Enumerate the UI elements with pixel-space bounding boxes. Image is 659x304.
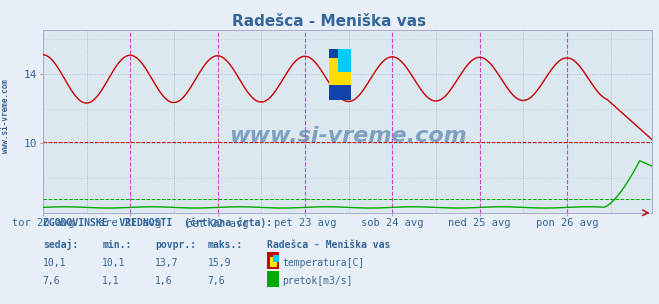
Text: povpr.:: povpr.: — [155, 240, 196, 250]
Text: 7,6: 7,6 — [208, 276, 225, 286]
Text: Radešca - Meniška vas: Radešca - Meniška vas — [267, 240, 390, 250]
Text: Radešca - Meniška vas: Radešca - Meniška vas — [233, 14, 426, 29]
Text: 1,6: 1,6 — [155, 276, 173, 286]
Text: ZGODOVINSKE  VREDNOSTI  (črtkana črta):: ZGODOVINSKE VREDNOSTI (črtkana črta): — [43, 218, 272, 229]
Bar — [267, 252, 279, 269]
Text: temperatura[C]: temperatura[C] — [282, 258, 364, 268]
Text: maks.:: maks.: — [208, 240, 243, 250]
Text: 7,6: 7,6 — [43, 276, 61, 286]
Text: www.si-vreme.com: www.si-vreme.com — [1, 78, 10, 153]
Bar — [330, 49, 351, 100]
Text: 15,9: 15,9 — [208, 258, 231, 268]
Bar — [273, 255, 279, 262]
Text: 10,1: 10,1 — [43, 258, 67, 268]
Text: pretok[m3/s]: pretok[m3/s] — [282, 276, 353, 286]
Text: 1,1: 1,1 — [102, 276, 120, 286]
Text: min.:: min.: — [102, 240, 132, 250]
Text: 13,7: 13,7 — [155, 258, 179, 268]
Text: www.si-vreme.com: www.si-vreme.com — [229, 126, 467, 146]
Bar — [330, 58, 351, 85]
Bar — [270, 257, 277, 267]
Text: 10,1: 10,1 — [102, 258, 126, 268]
Text: sedaj:: sedaj: — [43, 239, 78, 250]
Bar — [339, 49, 351, 72]
Bar — [267, 271, 279, 287]
